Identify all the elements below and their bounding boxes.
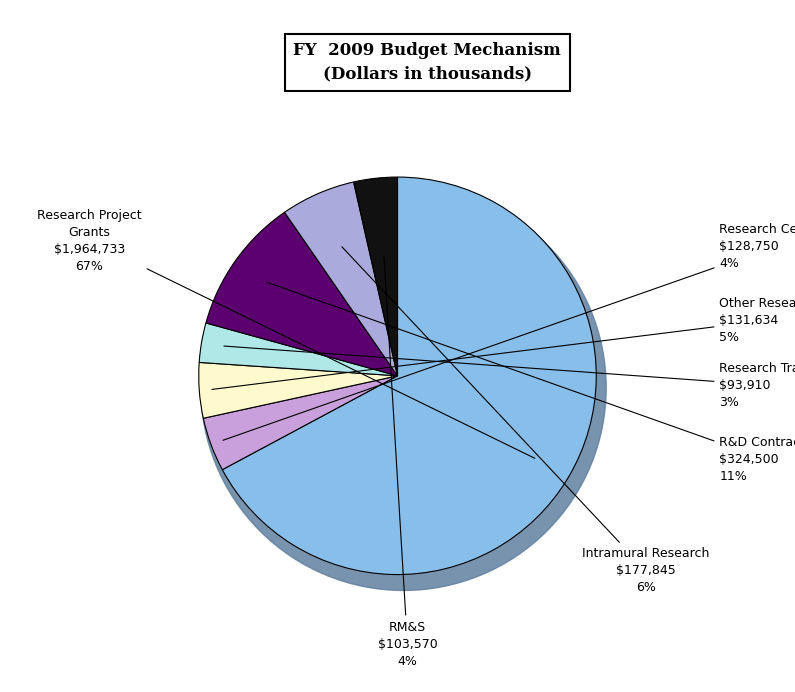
Wedge shape [354, 177, 398, 376]
Wedge shape [223, 177, 596, 574]
Text: Research Training
$93,910
3%: Research Training $93,910 3% [224, 346, 795, 409]
Wedge shape [199, 363, 398, 418]
Text: Research Centers
$128,750
4%: Research Centers $128,750 4% [223, 223, 795, 440]
Text: Other Research
$131,634
5%: Other Research $131,634 5% [212, 297, 795, 390]
Text: Research Project
Grants
$1,964,733
67%: Research Project Grants $1,964,733 67% [37, 209, 535, 458]
Text: FY  2009 Budget Mechanism
(Dollars in thousands): FY 2009 Budget Mechanism (Dollars in tho… [293, 42, 561, 82]
Wedge shape [200, 323, 398, 376]
Wedge shape [206, 212, 398, 376]
Text: Intramural Research
$177,845
6%: Intramural Research $177,845 6% [342, 247, 710, 594]
Wedge shape [285, 182, 398, 376]
Circle shape [200, 185, 606, 590]
Wedge shape [204, 376, 398, 470]
Text: R&D Contracts
$324,500
11%: R&D Contracts $324,500 11% [267, 282, 795, 483]
Text: RM&S
$103,570
4%: RM&S $103,570 4% [378, 256, 437, 668]
